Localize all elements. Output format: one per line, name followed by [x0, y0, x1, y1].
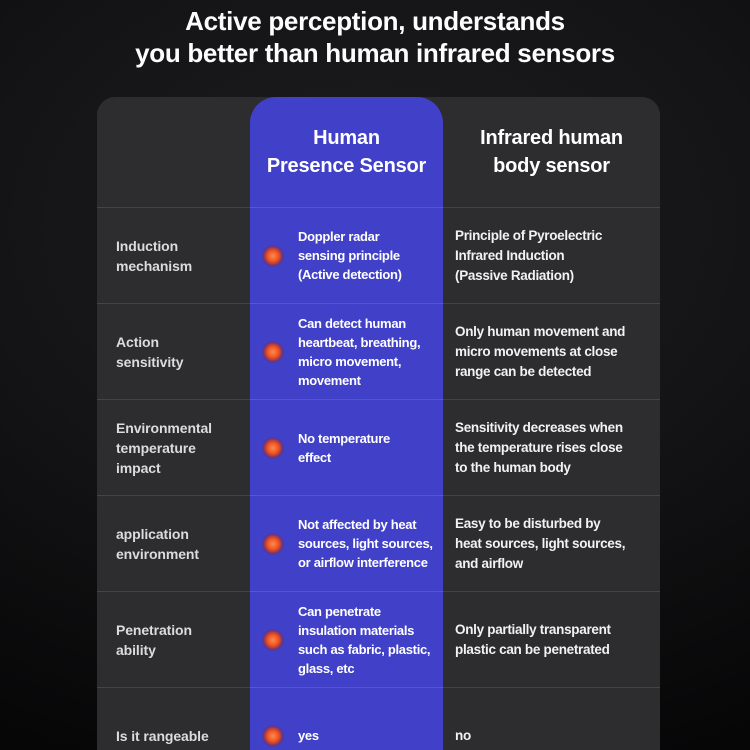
- human-presence-cell: Not affected by heat sources, light sour…: [250, 515, 443, 572]
- infrared-value: no: [455, 727, 471, 743]
- human-presence-value: Can penetrate insulation materials such …: [298, 603, 431, 676]
- human-presence-cell: Can detect human heartbeat, breathing, m…: [250, 314, 443, 390]
- glow-dot-icon: [262, 436, 284, 459]
- infrared-value: Sensitivity decreases when the temperatu…: [455, 419, 623, 475]
- human-presence-cell: yes: [250, 724, 443, 747]
- column-header-human-presence: Human Presence Sensor: [266, 127, 427, 177]
- glow-dot-icon: [262, 628, 284, 651]
- human-presence-cell: Doppler radar sensing principle (Active …: [250, 227, 443, 284]
- human-presence-cell: No temperature effect: [250, 429, 443, 467]
- feature-label: Action sensitivity: [116, 333, 184, 370]
- feature-label: Penetration ability: [116, 621, 192, 658]
- table-row: Is it rangeable yes no: [97, 687, 660, 750]
- feature-label: Induction mechanism: [116, 237, 193, 274]
- infrared-value: Principle of Pyroelectric Infrared Induc…: [455, 227, 603, 283]
- table-row: application environment Not affected by …: [97, 495, 660, 591]
- human-presence-value: No temperature effect: [298, 430, 390, 465]
- feature-label: application environment: [116, 525, 199, 562]
- feature-label: Environmental temperature impact: [116, 419, 212, 476]
- table-row: Action sensitivity Can detect human hear…: [97, 303, 660, 399]
- human-presence-cell: Can penetrate insulation materials such …: [250, 602, 443, 678]
- human-presence-value: Not affected by heat sources, light sour…: [298, 517, 433, 570]
- infrared-value: Only partially transparent plastic can b…: [455, 621, 611, 657]
- comparison-table: Human Presence Sensor Infrared human bod…: [97, 97, 660, 750]
- human-presence-value: Can detect human heartbeat, breathing, m…: [298, 315, 421, 388]
- human-presence-value: Doppler radar sensing principle (Active …: [298, 229, 402, 282]
- column-header-infrared: Infrared human body sensor: [480, 127, 623, 177]
- infrared-value: Easy to be disturbed by heat sources, li…: [455, 515, 626, 571]
- page-title: Active perception, understands you bette…: [135, 6, 615, 68]
- table-row: Environmental temperature impact No temp…: [97, 399, 660, 495]
- table-header-row: Human Presence Sensor Infrared human bod…: [97, 97, 660, 207]
- table-row: Penetration ability Can penetrate insula…: [97, 591, 660, 687]
- table-row: Induction mechanism Doppler radar sensin…: [97, 207, 660, 303]
- glow-dot-icon: [262, 724, 284, 747]
- glow-dot-icon: [262, 340, 284, 363]
- infrared-value: Only human movement and micro movements …: [455, 323, 626, 379]
- human-presence-value: yes: [298, 728, 319, 743]
- feature-label: Is it rangeable: [116, 727, 209, 744]
- table-rows: Human Presence Sensor Infrared human bod…: [97, 97, 660, 750]
- glow-dot-icon: [262, 244, 284, 267]
- glow-dot-icon: [262, 532, 284, 555]
